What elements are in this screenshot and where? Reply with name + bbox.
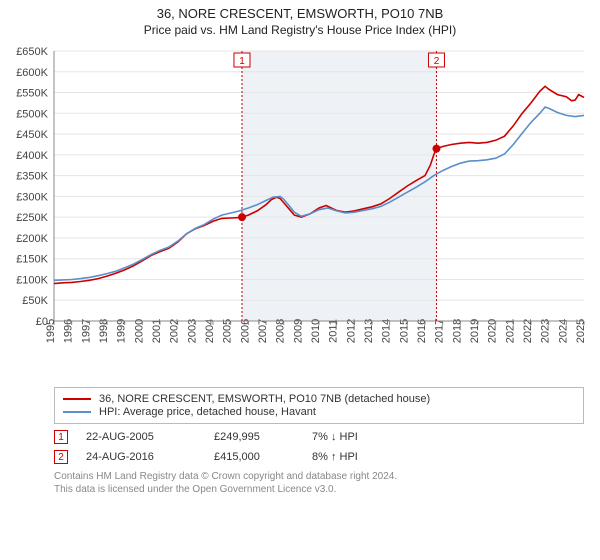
chart-area: £0£50K£100K£150K£200K£250K£300K£350K£400… — [10, 41, 590, 381]
svg-text:2002: 2002 — [169, 319, 181, 343]
legend: 36, NORE CRESCENT, EMSWORTH, PO10 7NB (d… — [54, 387, 584, 424]
event-date: 24-AUG-2016 — [86, 451, 196, 463]
svg-text:£250K: £250K — [16, 212, 48, 224]
title-primary: 36, NORE CRESCENT, EMSWORTH, PO10 7NB — [10, 6, 590, 21]
footer: Contains HM Land Registry data © Crown c… — [54, 470, 584, 496]
svg-text:2012: 2012 — [345, 319, 357, 343]
event-price: £415,000 — [214, 451, 294, 463]
svg-text:£600K: £600K — [16, 67, 48, 79]
svg-text:2010: 2010 — [310, 319, 322, 343]
svg-text:2011: 2011 — [328, 319, 340, 343]
svg-text:2025: 2025 — [575, 319, 587, 343]
svg-text:2021: 2021 — [504, 319, 516, 343]
svg-text:1997: 1997 — [80, 319, 92, 343]
event-price: £249,995 — [214, 431, 294, 443]
svg-text:2016: 2016 — [416, 319, 428, 343]
svg-text:2004: 2004 — [204, 319, 216, 343]
svg-text:2006: 2006 — [239, 319, 251, 343]
svg-text:2001: 2001 — [151, 319, 163, 343]
chart-svg: £0£50K£100K£150K£200K£250K£300K£350K£400… — [10, 41, 590, 381]
svg-text:2014: 2014 — [381, 319, 393, 343]
svg-text:1998: 1998 — [98, 319, 110, 343]
svg-text:£150K: £150K — [16, 254, 48, 266]
legend-item: 36, NORE CRESCENT, EMSWORTH, PO10 7NB (d… — [63, 393, 575, 405]
event-marker-number: 2 — [54, 450, 68, 464]
svg-text:£300K: £300K — [16, 191, 48, 203]
svg-text:£200K: £200K — [16, 233, 48, 245]
event-date: 22-AUG-2005 — [86, 431, 196, 443]
chart-container: 36, NORE CRESCENT, EMSWORTH, PO10 7NB Pr… — [0, 0, 600, 502]
svg-text:1999: 1999 — [116, 319, 128, 343]
title-secondary: Price paid vs. HM Land Registry's House … — [10, 23, 590, 37]
event-row: 2 24-AUG-2016 £415,000 8% ↑ HPI — [54, 450, 584, 464]
legend-item: HPI: Average price, detached house, Hava… — [63, 406, 575, 418]
svg-text:2022: 2022 — [522, 319, 534, 343]
svg-text:£450K: £450K — [16, 129, 48, 141]
svg-text:1995: 1995 — [45, 319, 57, 343]
legend-label: 36, NORE CRESCENT, EMSWORTH, PO10 7NB (d… — [99, 393, 430, 405]
svg-text:£500K: £500K — [16, 108, 48, 120]
svg-text:£50K: £50K — [22, 295, 48, 307]
legend-swatch — [63, 411, 91, 413]
svg-text:2019: 2019 — [469, 319, 481, 343]
legend-swatch — [63, 398, 91, 400]
legend-label: HPI: Average price, detached house, Hava… — [99, 406, 316, 418]
svg-text:2013: 2013 — [363, 319, 375, 343]
svg-text:2018: 2018 — [451, 319, 463, 343]
footer-line-2: This data is licensed under the Open Gov… — [54, 483, 584, 496]
svg-text:£350K: £350K — [16, 171, 48, 183]
event-hpi-diff: 8% ↑ HPI — [312, 451, 402, 463]
title-block: 36, NORE CRESCENT, EMSWORTH, PO10 7NB Pr… — [10, 6, 590, 37]
svg-text:2024: 2024 — [557, 319, 569, 343]
svg-text:£550K: £550K — [16, 88, 48, 100]
svg-text:£650K: £650K — [16, 46, 48, 58]
event-row: 1 22-AUG-2005 £249,995 7% ↓ HPI — [54, 430, 584, 444]
svg-text:1996: 1996 — [63, 319, 75, 343]
events-table: 1 22-AUG-2005 £249,995 7% ↓ HPI 2 24-AUG-2016… — [54, 430, 584, 464]
svg-text:2020: 2020 — [487, 319, 499, 343]
event-hpi-diff: 7% ↓ HPI — [312, 431, 402, 443]
svg-text:2005: 2005 — [222, 319, 234, 343]
svg-text:2008: 2008 — [275, 319, 287, 343]
event-marker-number: 1 — [54, 430, 68, 444]
svg-text:2007: 2007 — [257, 319, 269, 343]
svg-text:2023: 2023 — [540, 319, 552, 343]
svg-text:2017: 2017 — [434, 319, 446, 343]
footer-line-1: Contains HM Land Registry data © Crown c… — [54, 470, 584, 483]
svg-text:2015: 2015 — [398, 319, 410, 343]
svg-text:2009: 2009 — [292, 319, 304, 343]
svg-text:1: 1 — [239, 56, 245, 67]
svg-text:2: 2 — [434, 56, 440, 67]
svg-text:2003: 2003 — [186, 319, 198, 343]
svg-text:2000: 2000 — [133, 319, 145, 343]
svg-text:£100K: £100K — [16, 274, 48, 286]
svg-text:£400K: £400K — [16, 150, 48, 162]
